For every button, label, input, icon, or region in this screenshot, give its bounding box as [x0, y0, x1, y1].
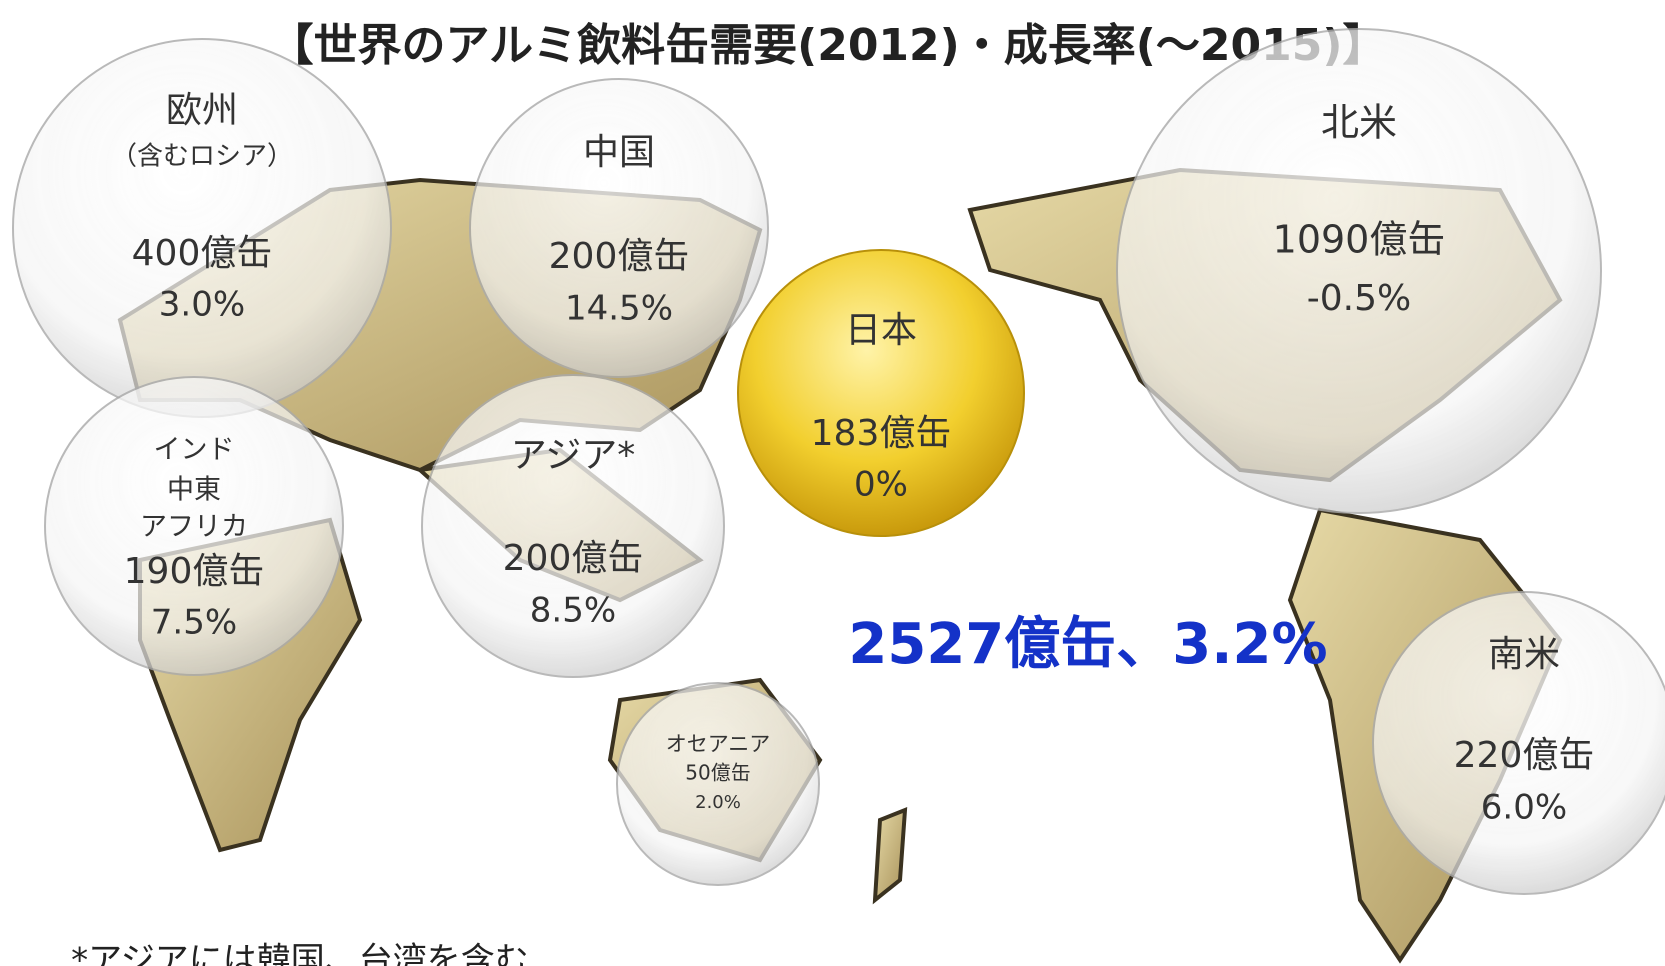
- bubble: [737, 249, 1025, 537]
- region-volume: 183億缶: [811, 413, 952, 454]
- region-volume: 200億缶: [503, 538, 644, 579]
- bubble: [44, 376, 344, 676]
- footnote: *アジアには韓国、台湾を含む: [71, 941, 529, 966]
- region-name: 中東: [167, 475, 221, 506]
- region-growth: 2.0%: [695, 792, 741, 813]
- region-growth: 8.5%: [530, 591, 616, 631]
- region-volume: 50億缶: [685, 761, 750, 785]
- bubble: [469, 78, 769, 378]
- region-bubble: オセアニア 50億缶 2.0%: [616, 682, 820, 886]
- bubble: [616, 682, 820, 886]
- region-growth: 14.5%: [565, 289, 673, 329]
- region-growth: 0%: [854, 465, 908, 505]
- region-bubble: アジア* 200億缶 8.5%: [421, 374, 725, 678]
- region-name: アジア*: [511, 435, 636, 476]
- region-volume: 190億缶: [124, 551, 265, 592]
- region-bubble: 南米 220億缶 6.0%: [1372, 591, 1665, 895]
- region-name: アフリカ: [140, 512, 248, 543]
- region-name: 中国: [583, 132, 655, 173]
- region-growth: -0.5%: [1307, 278, 1411, 319]
- region-bubble: 欧州 （含むロシア） 400億缶 3.0%: [12, 38, 392, 418]
- region-volume: 1090億缶: [1273, 218, 1446, 262]
- bubble: [1372, 591, 1665, 895]
- total: 2527億缶、3.2%: [848, 612, 1327, 677]
- region-bubble: 北米 1090億缶 -0.5%: [1116, 28, 1602, 514]
- region-name: 南米: [1488, 634, 1560, 675]
- bubble: [1116, 28, 1602, 514]
- region-growth: 3.0%: [159, 285, 245, 325]
- region-volume: 220億缶: [1454, 735, 1595, 776]
- region-volume: 400億缶: [132, 233, 273, 274]
- bubbles: 欧州 （含むロシア） 400億缶 3.0% 中国 200億缶 14.5% 日本 183億缶 0% 北…: [12, 28, 1665, 895]
- region-name: 欧州: [166, 90, 238, 131]
- region-name: オセアニア: [666, 732, 771, 756]
- region-name: 北米: [1321, 101, 1397, 145]
- region-growth: 6.0%: [1481, 788, 1567, 828]
- region-volume: 200億缶: [549, 236, 690, 277]
- bubble: [421, 374, 725, 678]
- region-name: 日本: [845, 310, 917, 351]
- region-growth: 7.5%: [151, 603, 237, 643]
- region-name: インド: [154, 435, 235, 466]
- region-note: （含むロシア）: [111, 142, 293, 172]
- region-bubble: 中国 200億缶 14.5%: [469, 78, 769, 378]
- region-bubble: 日本 183億缶 0%: [737, 249, 1025, 537]
- title: 【世界のアルミ飲料缶需要(2012)・成長率(～2015)】: [270, 20, 1387, 71]
